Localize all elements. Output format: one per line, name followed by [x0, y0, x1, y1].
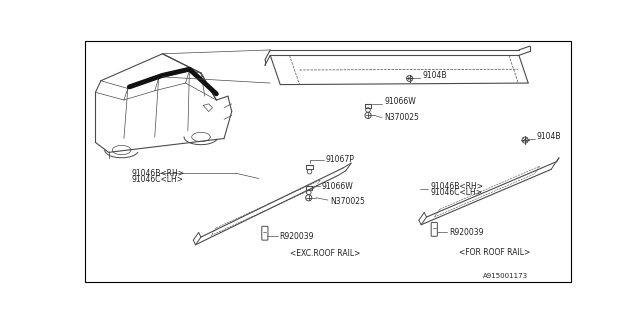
Text: <FOR ROOF RAIL>: <FOR ROOF RAIL> — [459, 248, 530, 257]
Text: R920039: R920039 — [449, 228, 483, 237]
Text: 9104B: 9104B — [422, 71, 447, 80]
FancyBboxPatch shape — [262, 226, 268, 240]
Text: <EXC.ROOF RAIL>: <EXC.ROOF RAIL> — [289, 250, 360, 259]
Text: 91046C<LH>: 91046C<LH> — [431, 188, 483, 197]
Text: 91046B<RH>: 91046B<RH> — [431, 182, 483, 191]
Text: 9104B: 9104B — [537, 132, 561, 141]
Text: R920039: R920039 — [280, 232, 314, 241]
Text: 91046C<LH>: 91046C<LH> — [132, 175, 184, 184]
Text: 91046B<RH>: 91046B<RH> — [132, 169, 185, 178]
Text: N370025: N370025 — [330, 197, 365, 206]
Text: A915001173: A915001173 — [483, 273, 528, 278]
FancyBboxPatch shape — [431, 222, 437, 236]
Text: 91066W: 91066W — [322, 182, 353, 191]
Text: 91066W: 91066W — [384, 97, 416, 106]
Text: 91067P: 91067P — [326, 155, 355, 164]
Text: N370025: N370025 — [384, 113, 419, 122]
